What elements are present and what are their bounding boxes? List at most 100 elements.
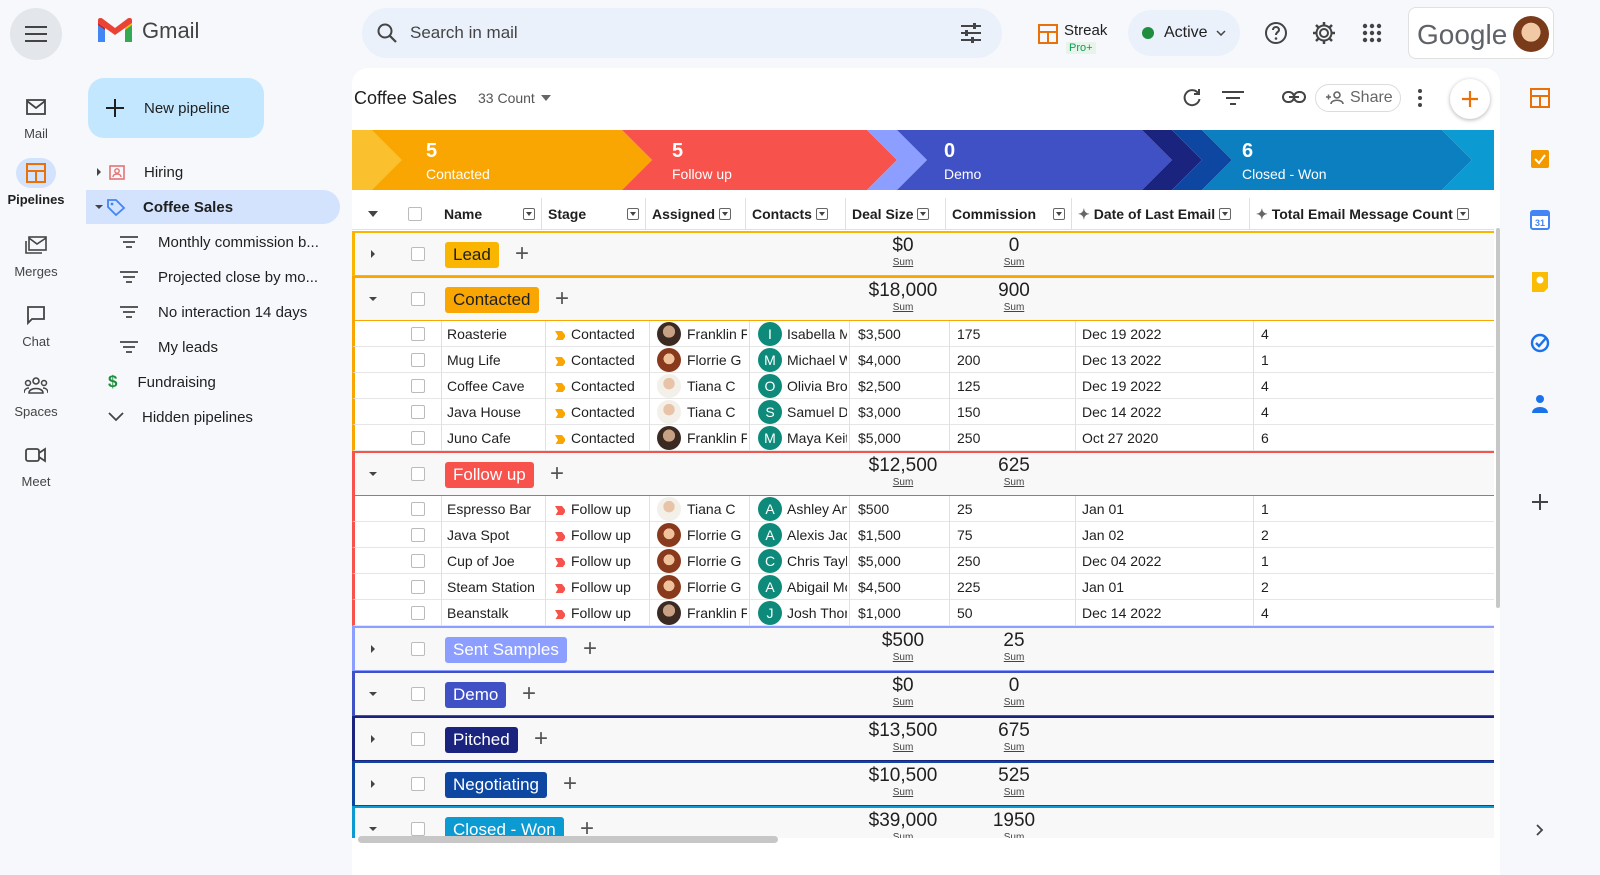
stage-follow-up[interactable]: 5 Follow up — [622, 130, 892, 190]
deal-name[interactable]: Roasterie — [447, 326, 507, 342]
last-email-date-cell[interactable]: Oct 27 2020 — [1082, 430, 1159, 446]
assignee-name[interactable]: Franklin F — [687, 430, 747, 446]
deal-name[interactable]: Mug Life — [447, 352, 501, 368]
keep-icon[interactable] — [1530, 271, 1550, 293]
group-select-checkbox[interactable] — [411, 467, 425, 481]
row-checkbox[interactable] — [411, 431, 425, 445]
rail-spaces[interactable]: Spaces — [0, 370, 72, 419]
assignee-name[interactable]: Tiana C — [687, 404, 736, 420]
last-email-date-cell[interactable]: Dec 13 2022 — [1082, 352, 1162, 368]
rail-mail[interactable]: Mail — [0, 92, 72, 141]
main-menu-button[interactable] — [10, 8, 62, 60]
deal-size-cell[interactable]: $1,000 — [858, 605, 901, 621]
table-row[interactable]: Espresso Bar Follow up Tiana C A Ashley And $… — [352, 496, 1494, 522]
sum-label[interactable]: Sum — [892, 787, 914, 798]
row-checkbox[interactable] — [411, 502, 425, 516]
rail-merges[interactable]: Merges — [0, 230, 72, 279]
count-dropdown[interactable]: 33 Count — [478, 90, 551, 106]
commission-cell[interactable]: 25 — [957, 501, 973, 517]
caret-down-icon[interactable] — [368, 211, 378, 217]
new-pipeline-button[interactable]: New pipeline — [88, 78, 264, 138]
last-email-date-cell[interactable]: Dec 19 2022 — [1082, 378, 1162, 394]
table-row[interactable]: Cup of Joe Follow up Florrie G C Chris Tayle… — [352, 548, 1494, 574]
last-email-date-cell[interactable]: Jan 01 — [1082, 501, 1125, 517]
group-select-checkbox[interactable] — [411, 822, 425, 836]
filter-icon[interactable] — [1222, 90, 1244, 106]
sum-label[interactable]: Sum — [892, 652, 914, 663]
email-count-cell[interactable]: 2 — [1261, 579, 1269, 595]
caret-down-icon[interactable] — [368, 469, 378, 479]
caret-right-icon[interactable] — [368, 734, 378, 744]
stage-tag[interactable]: Contacted — [445, 287, 539, 313]
deal-size-cell[interactable]: $500 — [858, 501, 890, 517]
group-select-checkbox[interactable] — [411, 732, 425, 746]
help-icon[interactable] — [1264, 21, 1288, 45]
row-checkbox[interactable] — [411, 528, 425, 542]
commission-cell[interactable]: 150 — [957, 404, 981, 420]
caret-down-icon[interactable] — [368, 689, 378, 699]
add-box-plus-icon[interactable]: + — [580, 815, 595, 838]
stage-tag[interactable]: Sent Samples — [445, 637, 567, 663]
email-count-cell[interactable]: 2 — [1261, 527, 1269, 543]
add-box-plus-icon[interactable]: + — [550, 460, 565, 487]
email-count-cell[interactable]: 1 — [1261, 501, 1269, 517]
stage-demo[interactable]: 0 Demo — [897, 130, 1142, 190]
sum-label[interactable]: Sum — [1003, 787, 1025, 798]
contact-name[interactable]: Alexis Jacl — [787, 527, 847, 543]
stage-cell[interactable]: Contacted — [555, 321, 647, 347]
deal-size-cell[interactable]: $3,500 — [858, 326, 901, 342]
stage-tag[interactable]: Pitched — [445, 727, 518, 753]
caret-right-icon[interactable] — [368, 644, 378, 654]
table-row[interactable]: Juno Cafe Contacted Franklin F M Maya Keitl $… — [352, 425, 1494, 451]
deal-size-cell[interactable]: $1,500 — [858, 527, 901, 543]
column-menu-icon[interactable] — [815, 208, 828, 220]
row-checkbox[interactable] — [411, 379, 425, 393]
column-date-last-email[interactable]: ✦ Date of Last Email — [1072, 198, 1250, 230]
contact-name[interactable]: Isabella M — [787, 326, 847, 342]
add-box-button[interactable] — [1450, 79, 1490, 119]
email-count-cell[interactable]: 4 — [1261, 326, 1269, 342]
column-deal-size[interactable]: Deal Size — [846, 198, 946, 230]
stage-cell[interactable]: Follow up — [555, 548, 647, 574]
deal-size-cell[interactable]: $4,000 — [858, 352, 901, 368]
sidebar-item-monthly-commission[interactable]: Monthly commission b... — [86, 225, 340, 259]
column-menu-icon[interactable] — [1456, 208, 1469, 220]
deal-name[interactable]: Java House — [447, 404, 521, 420]
rail-meet[interactable]: Meet — [0, 440, 72, 489]
contact-name[interactable]: Abigail Mo — [787, 579, 847, 595]
stage-cell[interactable]: Contacted — [555, 347, 647, 373]
commission-cell[interactable]: 50 — [957, 605, 973, 621]
deal-name[interactable]: Beanstalk — [447, 605, 509, 621]
stage-cell[interactable]: Follow up — [555, 496, 647, 522]
last-email-date-cell[interactable]: Dec 19 2022 — [1082, 326, 1162, 342]
email-count-cell[interactable]: 4 — [1261, 605, 1269, 621]
stage-tag[interactable]: Closed - Won — [445, 817, 564, 838]
sum-label[interactable]: Sum — [1003, 257, 1025, 268]
column-menu-icon[interactable] — [719, 208, 732, 220]
assignee-name[interactable]: Tiana C — [687, 378, 736, 394]
table-row[interactable]: Coffee Cave Contacted Tiana C O Olivia Brov $… — [352, 373, 1494, 399]
commission-cell[interactable]: 125 — [957, 378, 981, 394]
sidebar-item-projected-close[interactable]: Projected close by mo... — [86, 260, 340, 294]
settings-gear-icon[interactable] — [1312, 21, 1336, 45]
stage-tag[interactable]: Follow up — [445, 462, 534, 488]
column-total-email-count[interactable]: ✦ Total Email Message Count — [1250, 198, 1494, 230]
contact-name[interactable]: Maya Keitl — [787, 430, 847, 446]
apps-grid-icon[interactable] — [1362, 23, 1382, 43]
sum-label[interactable]: Sum — [1003, 302, 1025, 313]
sum-label[interactable]: Sum — [1003, 697, 1025, 708]
stage-cell[interactable]: Contacted — [555, 425, 647, 451]
column-contacts[interactable]: Contacts — [746, 198, 846, 230]
deal-name[interactable]: Java Spot — [447, 527, 510, 543]
assignee-name[interactable]: Franklin F — [687, 605, 747, 621]
email-count-cell[interactable]: 4 — [1261, 378, 1269, 394]
assignee-name[interactable]: Florrie G — [687, 527, 742, 543]
stage-tag[interactable]: Negotiating — [445, 772, 548, 798]
row-checkbox[interactable] — [411, 405, 425, 419]
table-row[interactable]: Java House Contacted Tiana C S Samuel Da $3,0… — [352, 399, 1494, 425]
table-row[interactable]: Roasterie Contacted Franklin F I Isabella M $… — [352, 321, 1494, 347]
sum-label[interactable]: Sum — [1003, 477, 1025, 488]
sidebar-item-my-leads[interactable]: My leads — [86, 330, 340, 364]
stage-cell[interactable]: Follow up — [555, 600, 647, 626]
commission-cell[interactable]: 200 — [957, 352, 981, 368]
